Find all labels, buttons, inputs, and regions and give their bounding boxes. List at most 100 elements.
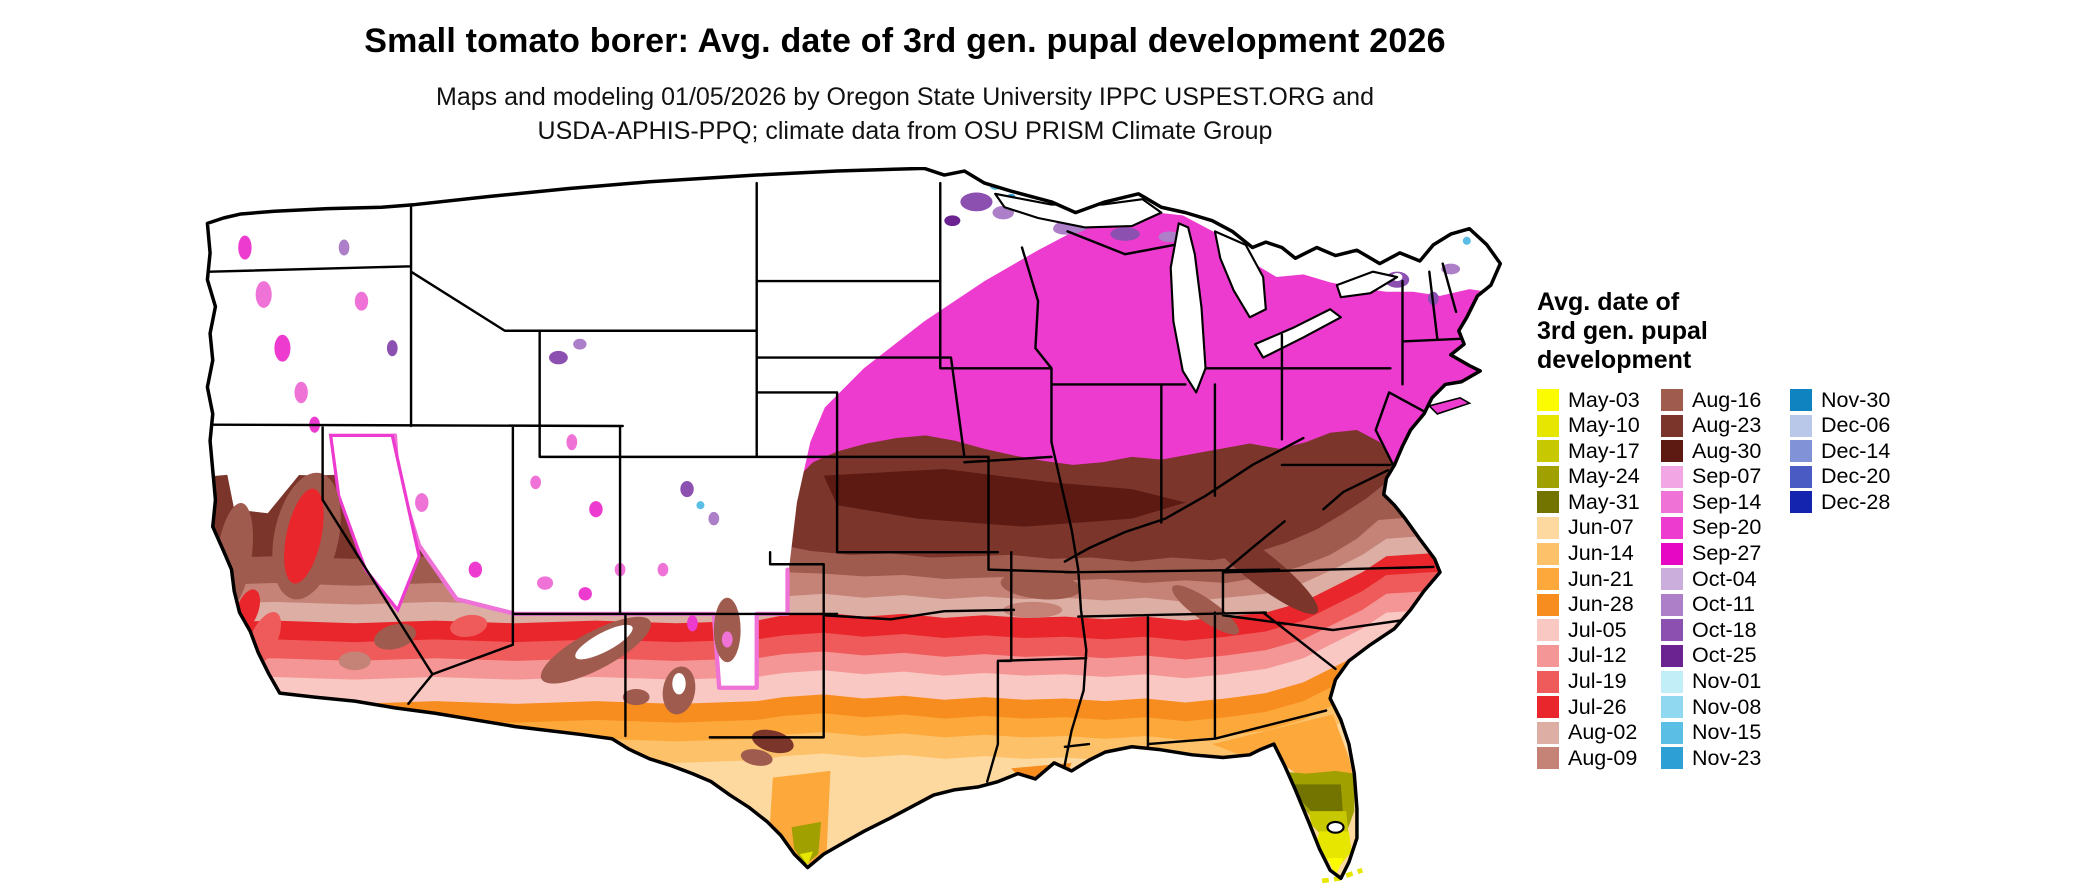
- legend-item: Nov-23: [1661, 745, 1790, 770]
- legend-label: Nov-15: [1692, 720, 1762, 745]
- legend-column-3: Nov-30 Dec-06 Dec-14 Dec-20 Dec-28: [1790, 387, 1930, 773]
- legend-item: Sep-14: [1661, 490, 1790, 514]
- legend-label: Nov-08: [1692, 694, 1762, 719]
- legend-label: Aug-30: [1692, 438, 1762, 463]
- legend-swatch-nov-01: [1661, 670, 1683, 693]
- legend-item: Jun-14: [1537, 541, 1661, 565]
- legend-swatch-aug-09: [1537, 747, 1559, 770]
- legend-item: Oct-25: [1661, 643, 1790, 668]
- legend-swatch-jul-26: [1537, 696, 1559, 719]
- legend-label: Nov-30: [1821, 387, 1891, 412]
- legend-label: Jun-21: [1568, 566, 1634, 591]
- florida-keys: [1321, 868, 1364, 884]
- legend-label: Aug-23: [1692, 413, 1762, 438]
- legend-swatch-sep-20: [1661, 516, 1683, 539]
- legend-swatch-may-03: [1537, 389, 1559, 411]
- legend-swatch-may-17: [1537, 440, 1559, 463]
- legend-item: Sep-07: [1661, 464, 1790, 488]
- legend-item: Jul-12: [1537, 643, 1661, 667]
- legend-label: Dec-28: [1821, 489, 1891, 514]
- legend-label: Sep-20: [1692, 515, 1762, 540]
- subtitle-line-2: USDA-APHIS-PPQ; climate data from OSU PR…: [537, 117, 1273, 145]
- legend-item: Aug-30: [1661, 438, 1790, 463]
- legend-label: Oct-25: [1692, 643, 1757, 668]
- legend-item: Nov-30: [1790, 387, 1930, 412]
- page-subtitle: Maps and modeling 01/05/2026 by Oregon S…: [0, 80, 1810, 148]
- legend-label: Oct-04: [1692, 566, 1757, 591]
- legend-item: Aug-23: [1661, 413, 1790, 438]
- legend-label: Nov-01: [1692, 669, 1762, 694]
- legend-swatch-aug-02: [1537, 721, 1559, 744]
- legend-swatch-jun-07: [1537, 516, 1559, 539]
- lake-erie: [1254, 308, 1342, 359]
- southern-overlays: [770, 714, 1355, 876]
- legend-label: Aug-09: [1568, 745, 1638, 770]
- legend-label: Jul-19: [1568, 669, 1627, 694]
- legend-item: Aug-02: [1537, 720, 1661, 745]
- legend-swatch-sep-14: [1661, 491, 1683, 514]
- legend-item: Sep-20: [1661, 515, 1790, 540]
- legend-columns: May-03 May-10 May-17 May-24 May-31 Jun-07 Jun-…: [1537, 387, 2097, 773]
- legend-label: May-17: [1568, 438, 1640, 463]
- us-map: [194, 167, 1507, 885]
- legend-label: Oct-18: [1692, 617, 1757, 642]
- legend-item: Sep-27: [1661, 541, 1790, 565]
- legend-item: Jun-28: [1537, 592, 1661, 616]
- legend-label: May-03: [1568, 387, 1640, 412]
- legend-swatch-sep-07: [1661, 465, 1683, 488]
- legend-swatch-dec-14: [1790, 440, 1812, 463]
- lake-michigan: [1169, 222, 1207, 394]
- legend-swatch-nov-23: [1661, 747, 1683, 770]
- legend-swatch-oct-11: [1661, 593, 1683, 616]
- legend-swatch-may-10: [1537, 414, 1559, 437]
- legend-label: Jul-26: [1568, 694, 1627, 719]
- legend-item: Oct-18: [1661, 617, 1790, 642]
- legend-label: Aug-02: [1568, 720, 1638, 745]
- legend-label: Jul-05: [1568, 617, 1627, 642]
- legend-column-1: May-03 May-10 May-17 May-24 May-31 Jun-07 Jun-…: [1537, 387, 1661, 773]
- legend-swatch-may-31: [1537, 491, 1559, 514]
- legend-swatch-aug-16: [1661, 389, 1683, 411]
- legend-swatch-aug-23: [1661, 414, 1683, 437]
- legend-item: Jul-26: [1537, 694, 1661, 719]
- legend-item: Dec-28: [1790, 489, 1930, 514]
- legend-item: Jun-07: [1537, 515, 1661, 539]
- legend-item: Oct-11: [1661, 592, 1790, 617]
- legend-swatch-dec-20: [1790, 465, 1812, 488]
- legend-item: May-31: [1537, 490, 1661, 514]
- long-island: [1427, 396, 1472, 415]
- legend-item: May-03: [1537, 387, 1661, 412]
- legend-swatch-oct-25: [1661, 644, 1683, 667]
- legend-swatch-nov-30: [1790, 389, 1812, 411]
- legend-swatch-jun-28: [1537, 593, 1559, 616]
- legend-item: Jun-21: [1537, 566, 1661, 591]
- legend-item: Aug-09: [1537, 745, 1661, 770]
- legend-label: Oct-11: [1692, 592, 1755, 617]
- legend-swatch-nov-08: [1661, 696, 1683, 719]
- legend-swatch-jun-21: [1537, 568, 1559, 591]
- legend-swatch-nov-15: [1661, 721, 1683, 744]
- legend-swatch-dec-28: [1790, 491, 1812, 514]
- legend-swatch-may-24: [1537, 465, 1559, 488]
- lake-huron: [1213, 230, 1267, 319]
- legend-label: May-24: [1568, 464, 1640, 489]
- legend-item: May-17: [1537, 438, 1661, 463]
- legend-item: Nov-01: [1661, 669, 1790, 694]
- us-map-svg: [205, 167, 1503, 884]
- legend-item: May-24: [1537, 464, 1661, 489]
- legend-label: Aug-16: [1692, 387, 1762, 412]
- legend-swatch-sep-27: [1661, 542, 1683, 565]
- legend-item: Jul-19: [1537, 669, 1661, 694]
- legend-label: Dec-20: [1821, 464, 1891, 489]
- legend-item: Aug-16: [1661, 387, 1790, 412]
- lake-ontario: [1335, 270, 1399, 299]
- mountain-speckles: [238, 181, 1477, 648]
- legend-column-2: Aug-16 Aug-23 Aug-30 Sep-07 Sep-14 Sep-20 Sep-…: [1661, 387, 1790, 773]
- legend: Avg. date of 3rd gen. pupal development …: [1537, 288, 2097, 773]
- legend-swatch-aug-30: [1661, 440, 1683, 463]
- legend-item: Dec-20: [1790, 464, 1930, 489]
- legend-title: Avg. date of 3rd gen. pupal development: [1537, 288, 1708, 374]
- map-raster-layers: [207, 168, 1501, 879]
- legend-label: Nov-23: [1692, 745, 1762, 770]
